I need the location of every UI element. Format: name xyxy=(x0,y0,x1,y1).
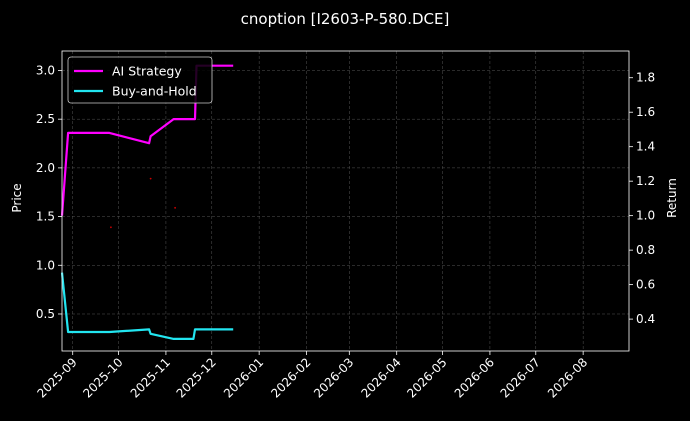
scatter-point xyxy=(174,206,176,209)
scatter-point xyxy=(149,177,152,180)
y-tick-label: 2.5 xyxy=(36,112,55,126)
legend-label: AI Strategy xyxy=(112,64,182,79)
y2-tick-label: 1.6 xyxy=(636,105,655,119)
y-tick-label: 1.5 xyxy=(36,210,55,224)
x-tick-label: 2025-09 xyxy=(34,355,79,400)
x-tick-label: 2025-12 xyxy=(174,355,219,400)
legend-box xyxy=(67,56,213,104)
x-tick-label: 2026-05 xyxy=(404,355,449,400)
series-line-buy-and-hold xyxy=(60,272,234,340)
y2-tick-label: 1.0 xyxy=(636,209,655,223)
x-tick-label: 2026-06 xyxy=(452,355,497,400)
chart-title: cnoption [I2603-P-580.DCE] xyxy=(241,10,450,28)
y-axis-title-right: Return xyxy=(665,178,679,218)
y2-tick-label: 1.8 xyxy=(636,71,655,85)
x-axis: 2025-09 2025-10 2025-11 2025-12 2026-01 2026-… xyxy=(34,351,590,401)
x-tick-label: 2026-02 xyxy=(268,355,313,400)
legend-label: Buy-and-Hold xyxy=(112,84,197,99)
y2-tick-label: 0.8 xyxy=(636,243,655,257)
x-tick-label: 2026-03 xyxy=(311,355,356,400)
y-axis-title-left: Price xyxy=(10,183,24,212)
scatter-point xyxy=(110,226,112,229)
y-axis-left: 0.5 1.0 1.5 2.0 2.5 3.0 xyxy=(36,63,62,321)
y-tick-label: 1.0 xyxy=(36,258,55,272)
y2-tick-label: 0.6 xyxy=(636,278,655,292)
x-tick-label: 2025-10 xyxy=(80,355,125,400)
y2-tick-label: 1.4 xyxy=(636,140,655,154)
x-tick-label: 2026-08 xyxy=(545,355,590,400)
x-tick-label: 2026-07 xyxy=(498,355,543,400)
x-tick-label: 2025-11 xyxy=(128,355,173,400)
y2-tick-label: 1.2 xyxy=(636,174,655,188)
y-axis-right: 0.4 0.6 0.8 1.0 1.2 1.4 1.6 1.8 xyxy=(629,71,655,326)
y-tick-label: 3.0 xyxy=(36,63,55,77)
x-tick-label: 2026-04 xyxy=(358,355,403,400)
legend: AI Strategy Buy-and-Hold xyxy=(67,56,213,104)
plot-series xyxy=(60,64,234,340)
x-tick-label: 2026-01 xyxy=(221,355,266,400)
grid xyxy=(62,51,629,351)
y-tick-label: 0.5 xyxy=(36,307,55,321)
y2-tick-label: 0.4 xyxy=(636,312,655,326)
y-tick-label: 2.0 xyxy=(36,161,55,175)
plot-frame xyxy=(61,50,630,352)
